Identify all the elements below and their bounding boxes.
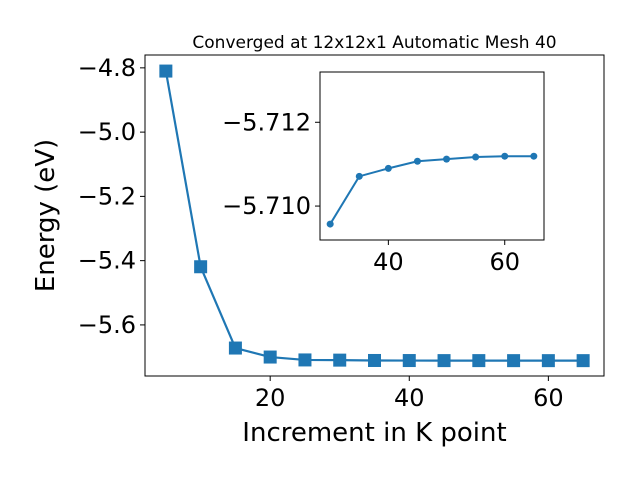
data-point — [576, 354, 590, 368]
y-tick-label: −5.2 — [78, 182, 136, 210]
data-point — [384, 164, 392, 172]
y-tick-label: −5.6 — [78, 311, 136, 339]
data-point — [228, 341, 242, 355]
y-tick-label: −5.0 — [78, 118, 136, 146]
data-point — [355, 172, 363, 180]
data-point — [541, 354, 555, 368]
data-point — [472, 354, 486, 368]
data-point — [368, 353, 381, 367]
y-tick-label: −5.4 — [78, 247, 136, 275]
data-point — [507, 354, 521, 368]
data-point — [159, 64, 173, 78]
y-tick-label: −5.710 — [222, 192, 311, 220]
y-tick-label: −5.712 — [222, 108, 311, 136]
data-point — [326, 220, 334, 228]
data-point — [472, 153, 480, 161]
y-tick-label: −4.8 — [78, 54, 136, 82]
chart-title: Converged at 12x12x1 Automatic Mesh 40 — [192, 33, 556, 53]
data-point — [413, 157, 421, 165]
data-point — [298, 353, 312, 367]
data-line — [329, 155, 534, 225]
data-point — [194, 260, 208, 274]
data-point — [333, 353, 347, 367]
y-axis-label: Energy (eV) — [31, 139, 61, 292]
x-tick-label: 40 — [373, 248, 404, 276]
x-tick-label: 40 — [394, 384, 425, 412]
x-tick-label: 60 — [489, 248, 520, 276]
x-tick-label: 60 — [533, 384, 564, 412]
x-axis-label: Increment in K point — [242, 418, 506, 448]
data-point — [402, 354, 416, 368]
data-point — [443, 155, 451, 163]
x-tick-label: 20 — [255, 384, 286, 412]
data-point — [530, 152, 538, 160]
data-point — [437, 354, 451, 368]
data-point — [501, 152, 509, 160]
data-point — [263, 350, 277, 364]
